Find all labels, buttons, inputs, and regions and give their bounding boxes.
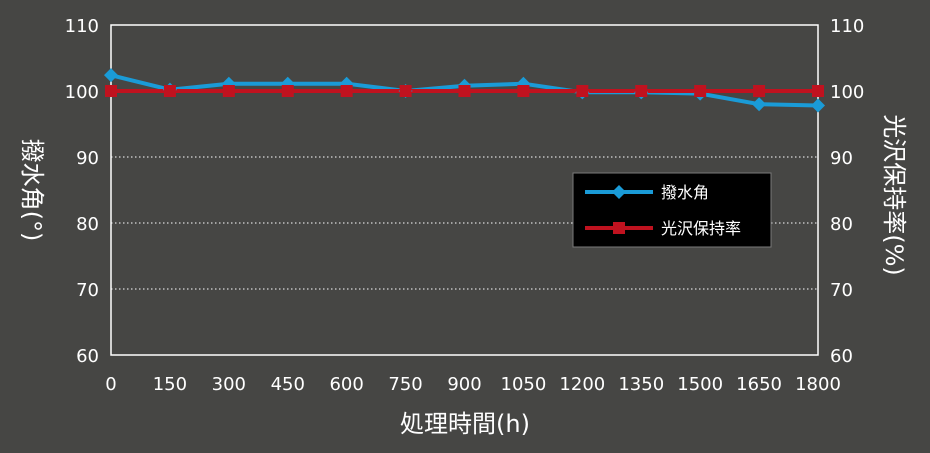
- y-axis-right-ticks: 60 70 80 90 100 110: [830, 16, 864, 367]
- x-tick-label-0: 0: [105, 374, 116, 395]
- x-tick-label-900: 900: [447, 374, 481, 395]
- legend-label-series-1: 光沢保持率: [661, 219, 741, 238]
- series-1-point-1: [163, 85, 176, 97]
- y-right-tick-label-60: 60: [830, 346, 853, 367]
- x-tick-label-300: 300: [212, 374, 246, 395]
- x-axis-ticks: 0 150 300 450 600 750 900 1050 1200 1350 1500 1650 1…: [105, 374, 841, 395]
- x-tick-label-750: 750: [388, 374, 422, 395]
- y-left-tick-label-110: 110: [65, 16, 99, 37]
- series-1-point-4: [340, 85, 353, 97]
- y-right-tick-label-110: 110: [830, 16, 864, 37]
- y-right-tick-label-80: 80: [830, 214, 853, 235]
- x-axis-title: 処理時間(h): [400, 410, 530, 438]
- y-left-tick-label-70: 70: [76, 280, 99, 301]
- series-1-point-0: [105, 85, 117, 97]
- y-left-tick-label-90: 90: [76, 148, 99, 169]
- y-right-tick-label-100: 100: [830, 82, 864, 103]
- legend-label-series-0: 撥水角: [661, 183, 709, 202]
- legend: 撥水角 光沢保持率: [572, 172, 772, 248]
- x-tick-label-1500: 1500: [677, 374, 723, 395]
- y-right-tick-label-90: 90: [830, 148, 853, 169]
- x-tick-label-1800: 1800: [795, 374, 841, 395]
- series-1-point-12: [812, 85, 824, 97]
- series-layer: [104, 68, 825, 113]
- x-tick-label-450: 450: [271, 374, 305, 395]
- y-right-tick-label-70: 70: [830, 280, 853, 301]
- series-1-point-11: [753, 85, 766, 97]
- series-1-point-3: [281, 85, 294, 97]
- y-left-tick-label-60: 60: [76, 346, 99, 367]
- series-1-point-2: [222, 85, 235, 97]
- series-1-point-6: [458, 85, 471, 97]
- y-left-tick-label-100: 100: [65, 82, 99, 103]
- y-axis-left-title: 撥水角(°): [18, 139, 46, 242]
- series-1-point-8: [576, 85, 589, 97]
- series-0-point-11: [752, 97, 767, 112]
- legend-marker-series-1: [613, 222, 625, 234]
- series-0-point-12: [811, 98, 825, 113]
- x-tick-label-1200: 1200: [559, 374, 605, 395]
- series-1-point-5: [399, 85, 412, 97]
- x-tick-label-1650: 1650: [736, 374, 782, 395]
- y-axis-left-ticks: 60 70 80 90 100 110: [65, 16, 99, 367]
- y-left-tick-label-80: 80: [76, 214, 99, 235]
- y-axis-right-title: 光沢保持率(%): [880, 114, 908, 276]
- x-tick-label-600: 600: [329, 374, 363, 395]
- x-tick-label-150: 150: [153, 374, 187, 395]
- x-tick-label-1050: 1050: [501, 374, 547, 395]
- x-tick-label-1350: 1350: [618, 374, 664, 395]
- legend-marker-series-0: [612, 185, 626, 199]
- series-1-point-7: [517, 85, 530, 97]
- series-1-point-10: [694, 85, 707, 97]
- series-1-point-9: [635, 85, 648, 97]
- legend-box: [572, 172, 772, 248]
- series-0-point-0: [104, 68, 118, 83]
